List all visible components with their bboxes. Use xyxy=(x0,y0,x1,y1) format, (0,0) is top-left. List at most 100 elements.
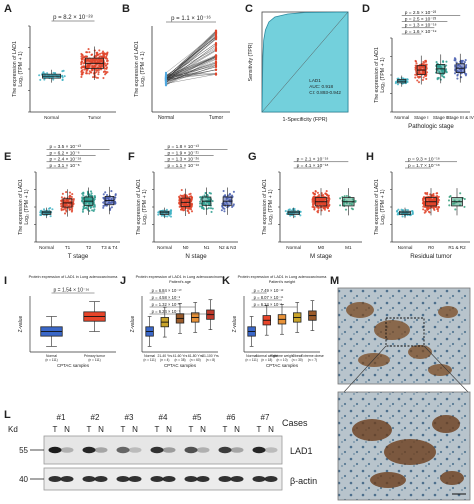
data-point xyxy=(396,83,400,86)
data-point xyxy=(63,196,66,199)
band-actin-normal xyxy=(230,476,244,482)
stained-gland xyxy=(438,306,458,318)
data-point xyxy=(81,73,84,76)
data-point xyxy=(83,68,86,71)
data-point xyxy=(204,191,207,195)
data-point xyxy=(326,205,330,208)
data-point xyxy=(231,205,234,209)
data-point xyxy=(406,78,409,81)
lane-label-tumor: T xyxy=(189,425,194,434)
data-point xyxy=(414,76,417,79)
data-point xyxy=(455,61,458,64)
data-point xyxy=(214,45,218,49)
data-point xyxy=(312,200,316,203)
data-point xyxy=(65,191,68,194)
data-point xyxy=(70,207,74,210)
data-point xyxy=(415,62,418,65)
y-axis-label: The expression of LAD1 xyxy=(12,41,18,97)
data-point xyxy=(411,210,414,213)
data-point xyxy=(464,59,467,62)
data-point xyxy=(187,206,191,209)
paired-line xyxy=(165,55,217,77)
data-point xyxy=(428,211,431,214)
y-axis-label-units: Log₂ (TPM + 1) xyxy=(142,189,148,225)
data-point xyxy=(209,207,213,210)
data-point xyxy=(84,207,87,210)
band-lad1-normal xyxy=(230,447,244,453)
data-point xyxy=(71,209,74,212)
data-point xyxy=(164,215,167,218)
data-point xyxy=(68,194,71,197)
panel-letter-a: A xyxy=(4,3,12,15)
x-tick-label: M0 xyxy=(318,245,325,250)
data-point xyxy=(49,215,52,218)
band-lad1-tumor xyxy=(116,446,130,454)
data-point xyxy=(85,70,88,73)
data-point xyxy=(223,210,226,213)
data-point xyxy=(82,194,85,197)
data-point xyxy=(114,193,117,196)
x-tick-label: Normal xyxy=(39,245,54,250)
case-number: #7 xyxy=(261,413,270,422)
stained-gland xyxy=(428,364,452,376)
data-point xyxy=(437,206,440,209)
data-point xyxy=(421,78,424,82)
data-point xyxy=(422,76,425,79)
data-point xyxy=(179,194,182,197)
data-point xyxy=(63,212,67,215)
data-point xyxy=(189,195,192,198)
kd-label: Kd xyxy=(8,425,18,434)
p-value-label: p = 2.1 × 10⁻¹⁸ xyxy=(297,157,329,163)
paired-line xyxy=(165,33,217,80)
x-tick-label: Normal xyxy=(394,115,409,120)
lane-label-normal: N xyxy=(200,425,206,434)
data-point xyxy=(188,193,191,196)
band-lad1-normal xyxy=(94,447,108,453)
x-tick-label: 61-80 Yrs xyxy=(188,354,203,358)
data-point xyxy=(110,190,113,193)
data-point xyxy=(89,206,92,209)
data-point xyxy=(436,208,439,211)
stained-gland xyxy=(358,353,390,367)
data-point xyxy=(164,81,168,84)
band-actin-normal xyxy=(128,476,142,482)
data-point xyxy=(80,61,83,64)
data-point xyxy=(106,62,109,65)
data-point xyxy=(432,194,435,198)
x-tick-label: T1 xyxy=(65,245,71,250)
x-tick-label: Normal xyxy=(44,115,59,120)
panel-letter-i: I xyxy=(4,275,7,287)
x-tick-label: N0 xyxy=(183,245,189,250)
data-point xyxy=(464,65,467,68)
data-point xyxy=(86,51,89,54)
data-point xyxy=(190,210,194,213)
data-point xyxy=(181,194,184,197)
panel-letter-c: C xyxy=(245,3,253,15)
marker-40kd: 40 xyxy=(19,475,28,484)
data-point xyxy=(114,200,117,203)
x-tick-count: (n = 111) xyxy=(143,358,155,362)
paired-line xyxy=(165,48,217,76)
data-point xyxy=(423,204,426,207)
data-point xyxy=(114,196,117,199)
data-point xyxy=(417,76,420,79)
p-value-label: p = 9.3 × 10⁻¹⁸ xyxy=(408,157,440,163)
data-point xyxy=(317,206,320,209)
case-number: #5 xyxy=(193,413,202,422)
data-point xyxy=(311,202,314,206)
data-point xyxy=(463,197,466,201)
data-point xyxy=(186,209,189,212)
y-axis-label-units: Log₂ (TPM + 1) xyxy=(18,51,24,87)
data-point xyxy=(81,208,85,211)
p-value-label: p = 6.84 × 10⁻¹⁰ xyxy=(152,288,182,293)
data-point xyxy=(46,72,49,75)
data-point xyxy=(102,196,106,199)
data-point xyxy=(433,208,436,212)
data-point xyxy=(423,211,426,214)
data-point xyxy=(456,74,459,77)
stained-gland xyxy=(374,320,410,340)
data-point xyxy=(437,195,440,198)
data-point xyxy=(214,48,218,52)
data-point xyxy=(465,72,468,76)
lane-label-tumor: T xyxy=(121,425,126,434)
